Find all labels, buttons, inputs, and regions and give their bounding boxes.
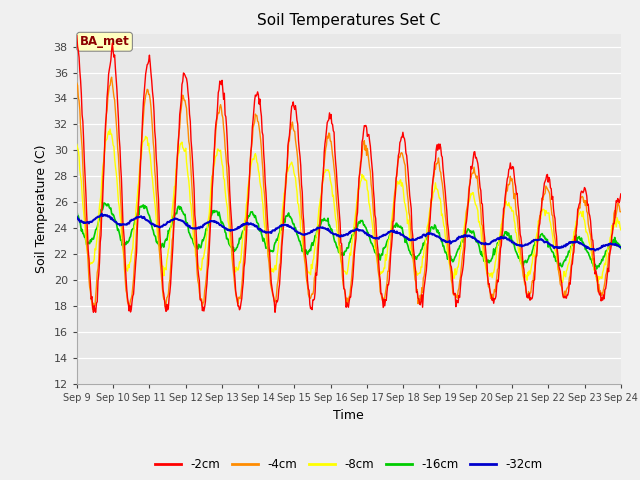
- Title: Soil Temperatures Set C: Soil Temperatures Set C: [257, 13, 440, 28]
- X-axis label: Time: Time: [333, 408, 364, 421]
- Legend: -2cm, -4cm, -8cm, -16cm, -32cm: -2cm, -4cm, -8cm, -16cm, -32cm: [150, 454, 547, 476]
- Y-axis label: Soil Temperature (C): Soil Temperature (C): [35, 144, 48, 273]
- Text: BA_met: BA_met: [80, 36, 129, 48]
